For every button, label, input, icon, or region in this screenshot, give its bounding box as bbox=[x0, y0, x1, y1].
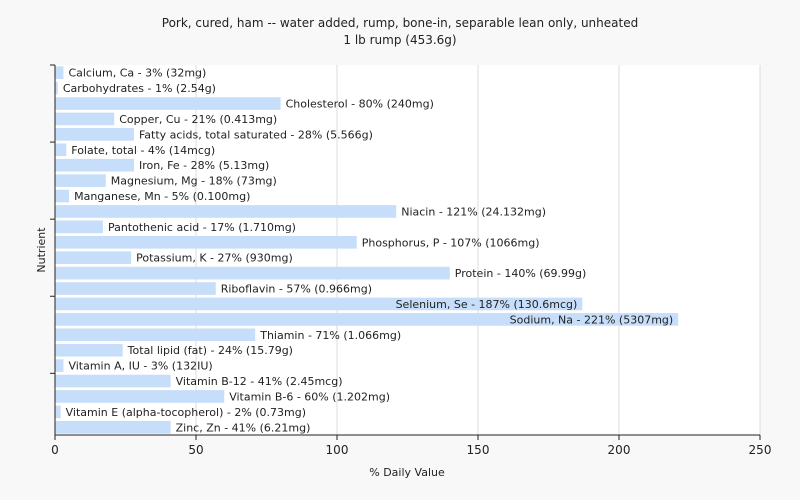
bar-label-22: Vitamin E (alpha-tocopherol) - 2% (0.73m… bbox=[66, 406, 306, 419]
bar-label-21: Vitamin B-6 - 60% (1.202mg) bbox=[229, 390, 390, 403]
bar-label-17: Thiamin - 71% (1.066mg) bbox=[259, 329, 401, 342]
bar-label-7: Magnesium, Mg - 18% (73mg) bbox=[111, 175, 277, 188]
bar-label-12: Potassium, K - 27% (930mg) bbox=[136, 252, 293, 265]
bar-18 bbox=[55, 343, 123, 357]
bar-label-10: Pantothenic acid - 17% (1.710mg) bbox=[108, 221, 296, 234]
bar-10 bbox=[55, 220, 103, 234]
bar-22 bbox=[55, 405, 61, 419]
bar-label-1: Carbohydrates - 1% (2.54g) bbox=[63, 82, 216, 95]
bar-9 bbox=[55, 205, 397, 218]
bar-label-2: Cholesterol - 80% (240mg) bbox=[286, 98, 434, 111]
bar-14 bbox=[55, 282, 216, 295]
chart-title: Pork, cured, ham -- water added, rump, b… bbox=[162, 16, 638, 30]
x-tick-label-1: 50 bbox=[188, 443, 203, 457]
bar-21 bbox=[55, 390, 225, 403]
bar-3 bbox=[55, 112, 115, 126]
grid-lines bbox=[195, 65, 761, 435]
x-axis-label: % Daily Value bbox=[369, 466, 445, 479]
bar-23 bbox=[55, 420, 171, 434]
x-tick-label-5: 250 bbox=[749, 443, 772, 457]
bar-label-14: Riboflavin - 57% (0.966mg) bbox=[221, 283, 372, 296]
chart-subtitle: 1 lb rump (453.6g) bbox=[343, 33, 456, 47]
x-tick-label-3: 150 bbox=[467, 443, 490, 457]
bar-label-8: Manganese, Mn - 5% (0.100mg) bbox=[74, 190, 250, 203]
axes bbox=[50, 64, 760, 436]
bar-label-0: Calcium, Ca - 3% (32mg) bbox=[68, 67, 206, 80]
bar-7 bbox=[55, 174, 106, 187]
bar-11 bbox=[55, 235, 357, 249]
bar-15 bbox=[55, 297, 583, 311]
bar-label-15: Selenium, Se - 187% (130.6mcg) bbox=[396, 298, 578, 311]
bar-5 bbox=[55, 143, 67, 157]
bar-label-11: Phosphorus, P - 107% (1066mg) bbox=[362, 236, 540, 249]
bar-label-9: Niacin - 121% (24.132mg) bbox=[401, 205, 546, 218]
x-axis-ticks: 0 50 100 150 200 250 bbox=[51, 435, 771, 457]
bar-8 bbox=[55, 189, 70, 203]
bar-12 bbox=[55, 251, 132, 265]
bar-label-4: Fatty acids, total saturated - 28% (5.56… bbox=[139, 128, 373, 141]
bar-19 bbox=[55, 359, 64, 372]
x-tick-label-4: 200 bbox=[608, 443, 631, 457]
bar-label-5: Folate, total - 4% (14mcg) bbox=[71, 144, 215, 157]
bar-6 bbox=[55, 158, 134, 172]
x-tick-label-2: 100 bbox=[326, 443, 349, 457]
bar-13 bbox=[55, 266, 450, 280]
x-tick-label-0: 0 bbox=[51, 443, 59, 457]
bar-17 bbox=[55, 328, 256, 342]
y-axis-label: Nutrient bbox=[35, 227, 48, 273]
bar-label-18: Total lipid (fat) - 24% (15.79g) bbox=[127, 344, 293, 357]
bar-label-20: Vitamin B-12 - 41% (2.45mcg) bbox=[176, 375, 343, 388]
bar-1 bbox=[55, 81, 58, 95]
bar-label-23: Zinc, Zn - 41% (6.21mg) bbox=[176, 421, 311, 434]
bar-label-19: Vitamin A, IU - 3% (132IU) bbox=[68, 360, 212, 373]
bar-20 bbox=[55, 374, 171, 388]
bar-label-6: Iron, Fe - 28% (5.13mg) bbox=[139, 159, 269, 172]
bar-label-16: Sodium, Na - 221% (5307mg) bbox=[510, 313, 674, 326]
bars: Calcium, Ca - 3% (32mg) Carbohydrates - 1… bbox=[55, 66, 679, 434]
bar-2 bbox=[55, 97, 281, 110]
bar-label-13: Protein - 140% (69.99g) bbox=[455, 267, 587, 280]
bar-4 bbox=[55, 128, 134, 141]
plot-area bbox=[55, 65, 760, 435]
bar-16 bbox=[55, 313, 679, 326]
bar-label-3: Copper, Cu - 21% (0.413mg) bbox=[119, 113, 277, 126]
bar-0 bbox=[55, 66, 64, 80]
